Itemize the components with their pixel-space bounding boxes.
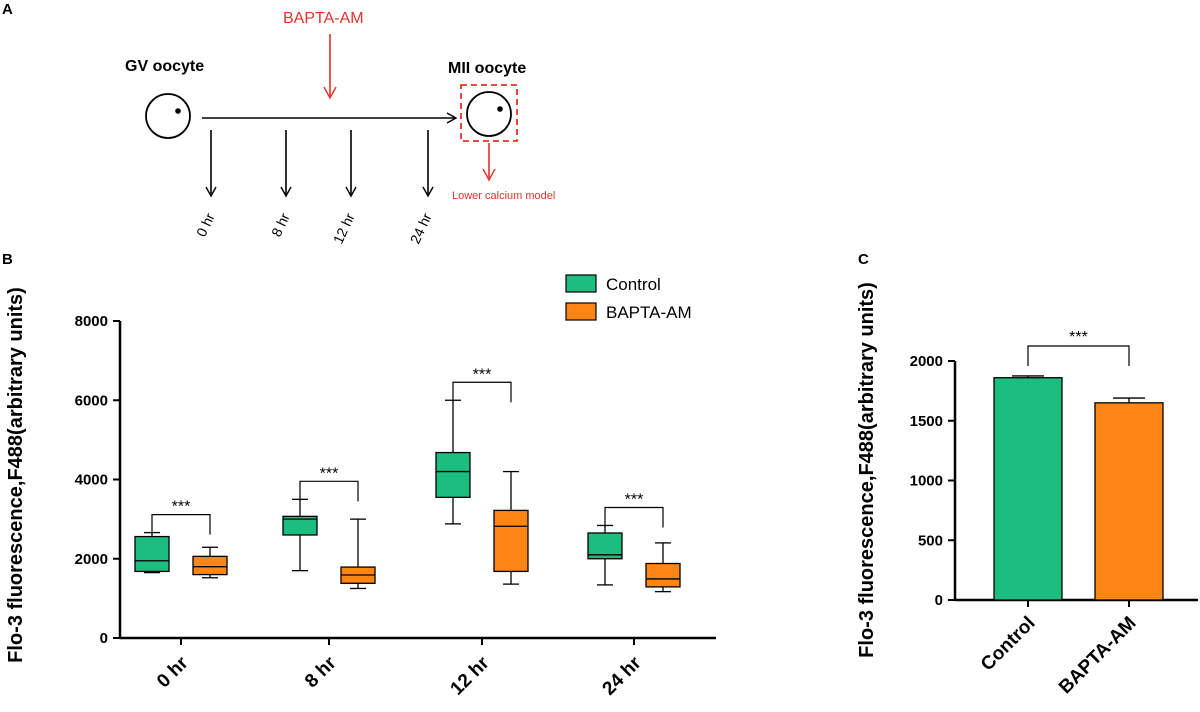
- panel-c-significance-marker: ***: [1069, 329, 1088, 346]
- timepoint-label-0-hr: 0 hr: [193, 210, 218, 239]
- panel-b-boxplot: B Flo-3 fluorescence,F488(arbitrary unit…: [2, 251, 716, 700]
- significance-bracket-24-hr: [604, 506, 664, 528]
- panel-b-x-tick-label-8-hr: 8 hr: [301, 652, 341, 692]
- panel-c-y-axis-label: Flo-3 fluorescence,F488(arbitrary units): [856, 282, 878, 658]
- panel-c-x-tick-label-bapta-am: BAPTA-AM: [1055, 613, 1141, 699]
- legend-swatch-bapta-am: [565, 302, 597, 321]
- panel-b-x-tick-label-24-hr: 24 hr: [599, 652, 646, 699]
- mii-oocyte-label: MII oocyte: [448, 60, 526, 77]
- box-control-8-hr-iqr: [282, 515, 318, 536]
- panel-c-y-tick-label: 1000: [910, 473, 943, 490]
- box-control-12-hr-iqr: [435, 451, 471, 498]
- panel-a-letter: A: [2, 1, 13, 18]
- box-bapta-am-12-hr-iqr: [493, 509, 529, 573]
- legend-label-bapta-am: BAPTA-AM: [606, 303, 692, 322]
- bapta-am-treatment-label: BAPTA-AM: [283, 10, 364, 27]
- timepoint-arrows: 0 hr 8 hr 12 hr 24 hr: [193, 130, 435, 246]
- panel-b-y-tick-label: 4000: [75, 472, 108, 489]
- panel-b-y-axis-label: Flo-3 fluorescence,F488(arbitrary units): [5, 287, 27, 663]
- box-bapta-am-24-hr-iqr: [645, 562, 681, 588]
- panel-b-x-tick-label-0-hr: 0 hr: [153, 652, 193, 692]
- timepoint-label-8-hr: 8 hr: [268, 210, 293, 239]
- significance-marker-0-hr: ***: [172, 499, 191, 516]
- significance-marker-12-hr: ***: [473, 366, 492, 383]
- significance-marker-24-hr: ***: [625, 491, 644, 508]
- panel-a-schematic: A GV oocyte BAPTA-AM MII oocyte Lower ca…: [2, 1, 555, 246]
- panel-b-y-tick-label: 6000: [75, 392, 108, 409]
- panel-c-x-tick-label-control: Control: [977, 613, 1040, 676]
- panel-c-y-tick-label: 500: [918, 532, 943, 549]
- panel-c-y-tick-label: 0: [935, 592, 943, 609]
- panel-c-barchart: C Flo-3 fluorescence,F488(arbitrary unit…: [856, 251, 1198, 698]
- timepoint-label-12-hr: 12 hr: [330, 210, 358, 246]
- mii-selection-box: [460, 84, 518, 142]
- panel-c-y-tick-label: 2000: [910, 353, 943, 370]
- panel-b-letter: B: [2, 251, 13, 268]
- legend: Control BAPTA-AM: [565, 274, 692, 322]
- significance-bracket-12-hr: [452, 381, 512, 403]
- bar-plot-area: 0 500 1000 1500 2000 Control BAPTA-AM ***: [910, 329, 1198, 698]
- panel-b-x-tick-label-12-hr: 12 hr: [447, 652, 494, 699]
- lower-calcium-model-label: Lower calcium model: [452, 190, 555, 202]
- panel-b-y-tick-label: 2000: [75, 551, 108, 568]
- box-control-0-hr-iqr: [134, 535, 170, 573]
- significance-bracket-0-hr: [151, 513, 211, 535]
- box-plot-area: 0 2000 4000 6000 8000 0 hr *** 8 hr *** 12 hr *** 2…: [75, 313, 716, 700]
- panel-b-y-tick-label: 8000: [75, 313, 108, 330]
- gv-oocyte-icon: [145, 93, 191, 139]
- bar-control: [993, 377, 1063, 601]
- timepoint-label-24-hr: 24 hr: [407, 210, 435, 246]
- panel-c-significance-bracket: [1027, 345, 1130, 366]
- panel-c-y-tick-label: 1500: [910, 413, 943, 430]
- panel-c-letter: C: [858, 251, 869, 268]
- mii-oocyte-icon: [466, 91, 512, 137]
- bar-bapta-am: [1094, 402, 1164, 601]
- panel-b-y-tick-label: 0: [100, 630, 108, 647]
- legend-swatch-control: [565, 274, 597, 293]
- box-bapta-am-0-hr-iqr: [192, 555, 228, 576]
- significance-bracket-8-hr: [299, 480, 359, 502]
- significance-marker-8-hr: ***: [320, 465, 339, 482]
- gv-oocyte-label: GV oocyte: [125, 58, 204, 75]
- legend-label-control: Control: [606, 275, 661, 294]
